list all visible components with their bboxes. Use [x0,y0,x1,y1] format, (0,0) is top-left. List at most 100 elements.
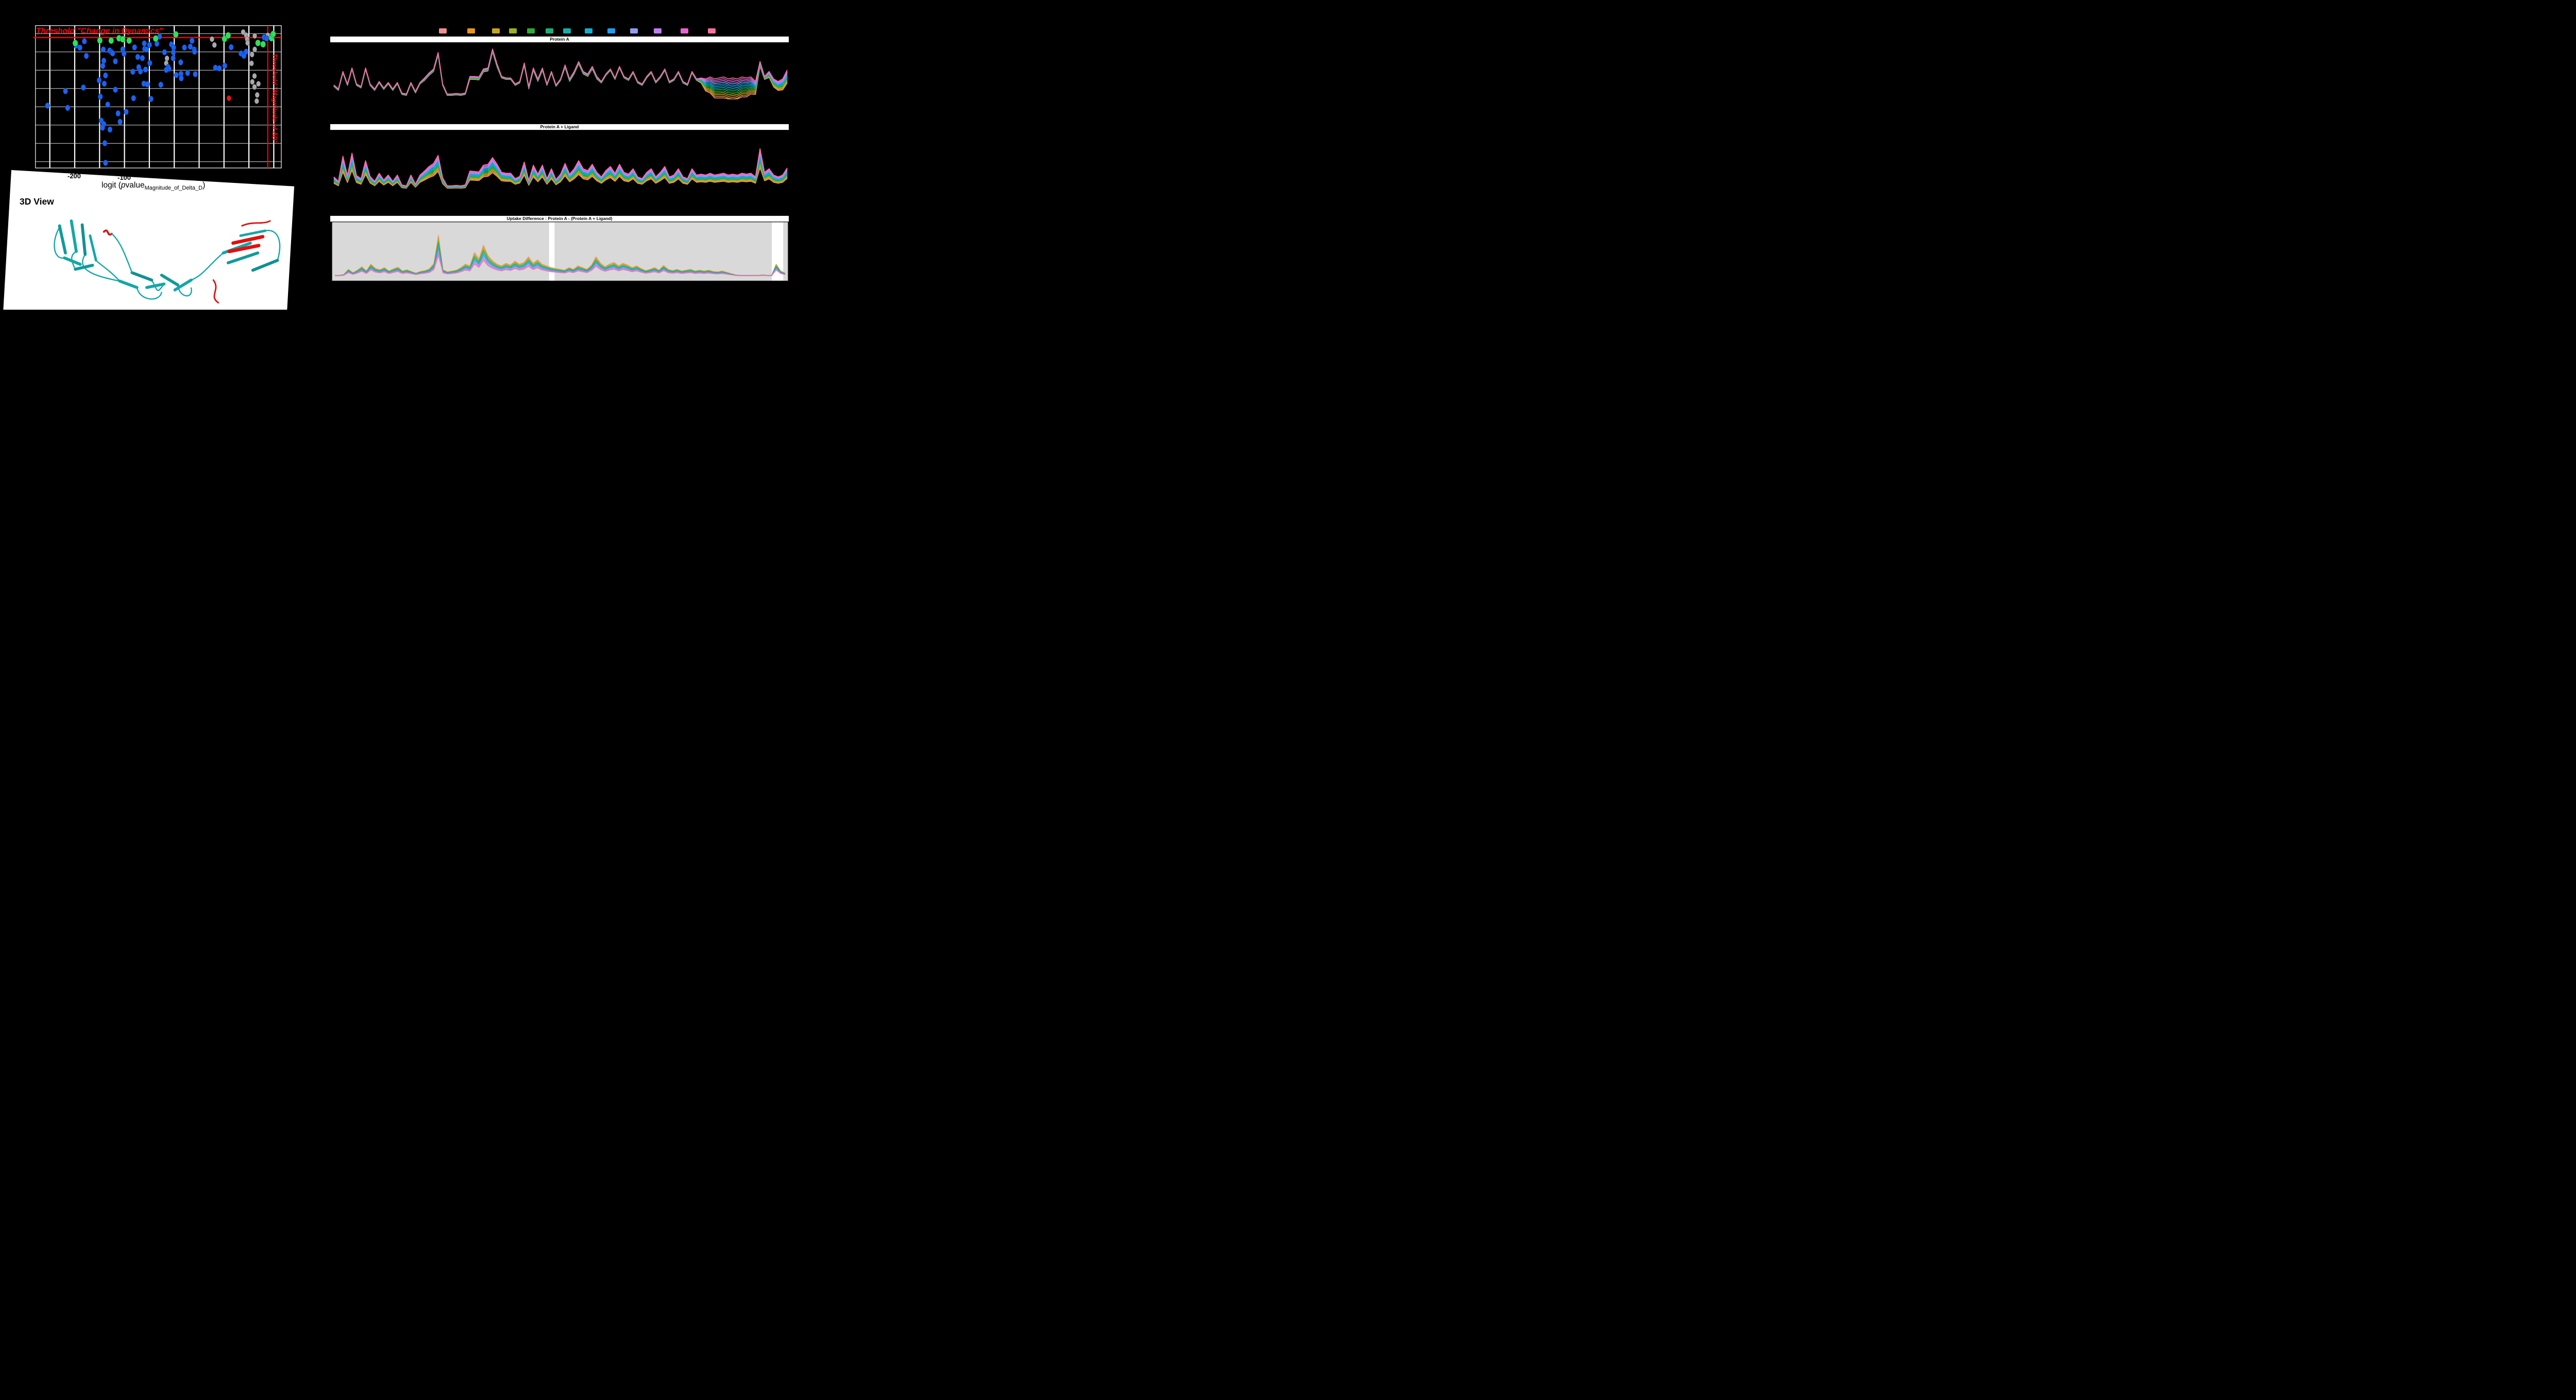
data-point[interactable] [270,30,276,38]
legend-swatch-timepoint-9[interactable] [607,28,615,33]
data-point[interactable] [126,37,132,44]
data-point[interactable] [209,36,215,42]
data-point[interactable] [163,66,169,73]
legend-swatch-timepoint-12[interactable] [681,28,688,33]
data-point[interactable] [228,44,234,50]
data-point[interactable] [182,44,187,51]
data-point[interactable] [255,92,260,98]
data-point[interactable] [173,31,179,38]
uptake-panel-protein_a[interactable] [333,48,788,99]
data-point[interactable] [143,66,148,73]
data-point[interactable] [45,102,50,109]
data-point[interactable] [100,62,106,69]
data-point[interactable] [171,55,176,62]
legend-swatch-timepoint-4[interactable] [509,28,517,33]
data-point[interactable] [222,35,228,42]
data-point[interactable] [255,39,261,47]
data-point[interactable] [192,48,197,55]
uptake-trace[interactable] [333,50,788,95]
uptake-panel-uptake_difference[interactable] [331,221,789,282]
legend-swatch-timepoint-5[interactable] [527,28,535,33]
data-point[interactable] [81,38,87,45]
data-point[interactable] [115,110,121,117]
data-point[interactable] [63,88,68,94]
data-point[interactable] [108,37,114,44]
data-point[interactable] [254,98,259,104]
data-point[interactable] [241,29,246,36]
data-point[interactable] [252,32,258,39]
data-point[interactable] [80,84,86,91]
uptake-trace[interactable] [333,148,788,187]
data-point[interactable] [249,52,255,58]
data-point[interactable] [65,105,71,111]
data-point[interactable] [142,40,147,47]
data-point[interactable] [132,44,138,51]
legend-swatch-timepoint-13[interactable] [708,28,716,33]
data-point[interactable] [264,35,269,42]
legend-swatch-timepoint-1[interactable] [439,28,447,33]
data-point[interactable] [193,71,198,78]
data-point[interactable] [185,70,191,76]
legend-swatch-timepoint-11[interactable] [654,28,662,33]
legend-swatch-timepoint-2[interactable] [467,28,475,33]
data-point[interactable] [189,37,195,44]
volcano-points-blue[interactable] [45,32,276,166]
data-point[interactable] [243,48,249,55]
data-point[interactable] [252,73,257,79]
data-point[interactable] [103,72,108,79]
uptake-trace[interactable] [335,255,786,276]
legend-swatch-timepoint-10[interactable] [630,28,638,33]
legend-swatch-timepoint-3[interactable] [492,28,500,33]
data-point[interactable] [252,84,257,90]
data-point[interactable] [83,53,89,59]
data-point[interactable] [135,54,141,60]
data-point[interactable] [96,77,102,83]
volcano-points-green[interactable] [72,30,276,48]
legend-swatch-timepoint-7[interactable] [563,28,571,33]
uptake-trace[interactable] [333,48,788,95]
data-point[interactable] [252,46,258,53]
data-point[interactable] [101,80,107,87]
data-point[interactable] [188,43,193,50]
data-point[interactable] [152,35,159,42]
data-point[interactable] [77,44,83,51]
data-point[interactable] [147,60,152,66]
legend-swatch-timepoint-6[interactable] [546,28,553,33]
data-point[interactable] [178,59,183,66]
uptake-panel-protein_a_ligand[interactable] [333,148,788,189]
data-point[interactable] [256,81,261,87]
volcano-plot[interactable] [33,25,282,168]
data-point[interactable] [158,81,164,88]
data-point[interactable] [117,119,123,125]
legend-swatch-timepoint-8[interactable] [585,28,592,33]
uptake-trace[interactable] [333,48,788,95]
data-point[interactable] [225,32,231,39]
data-point[interactable] [97,93,103,100]
uptake-trace[interactable] [333,50,788,96]
data-point[interactable] [162,49,167,56]
volcano-points-red[interactable] [226,95,231,102]
data-point[interactable] [123,109,129,115]
data-point[interactable] [130,69,135,75]
data-point[interactable] [107,126,113,133]
data-point[interactable] [100,124,105,131]
data-point[interactable] [121,50,127,57]
data-point[interactable] [97,37,103,44]
uptake-trace[interactable] [333,52,788,99]
data-point[interactable] [140,55,145,61]
data-point[interactable] [222,62,228,69]
data-point[interactable] [145,81,150,88]
data-point[interactable] [120,36,126,43]
data-point[interactable] [138,68,143,75]
data-point[interactable] [147,41,152,48]
data-point[interactable] [102,140,108,147]
data-point[interactable] [112,86,118,93]
data-point[interactable] [245,40,250,46]
uptake-trace[interactable] [333,158,788,188]
data-point[interactable] [144,46,149,53]
data-point[interactable] [148,95,154,103]
data-point[interactable] [110,50,115,57]
charts-layer[interactable] [0,0,808,310]
data-point[interactable] [249,60,254,66]
uptake-trace[interactable] [333,49,788,95]
